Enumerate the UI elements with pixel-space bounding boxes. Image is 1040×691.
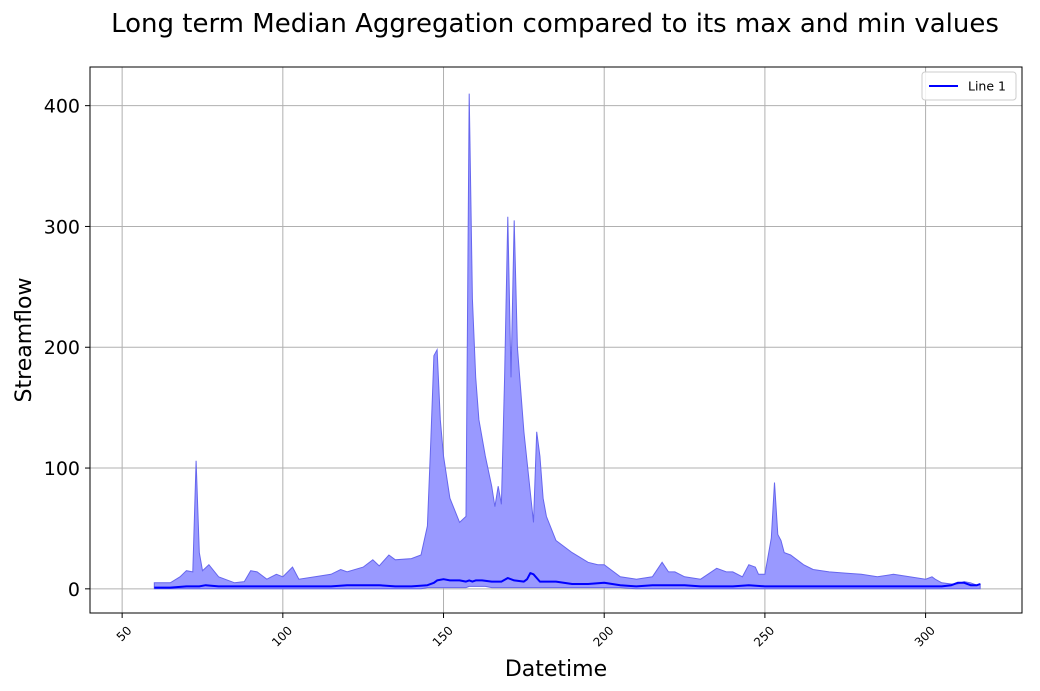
y-axis-ticks: 0 100 200 300 400 [44,96,90,601]
median-line-layer [154,572,981,589]
y-tick-label: 400 [44,96,80,118]
y-tick-label: 0 [68,579,80,601]
x-tick-label: 200 [590,623,616,649]
grid-lines [90,67,1022,613]
plot-frame [89,66,1023,614]
median-line [154,572,981,589]
legend-box [921,71,1017,101]
max-min-area [153,93,981,590]
y-tick-label: 300 [44,216,80,238]
x-tick-label: 100 [269,623,295,649]
y-tick-label: 200 [44,337,80,359]
x-tick-label: 50 [114,623,135,644]
y-axis-label: Streamflow [12,278,37,403]
chart-legend: Line 1 [921,71,1017,101]
min-max-band [153,93,981,590]
y-tick-label: 100 [44,458,80,480]
chart-title: Long term Median Aggregation compared to… [111,9,999,39]
x-axis-label: Datetime [505,657,607,682]
x-tick-label: 150 [430,623,456,649]
x-tick-label: 300 [912,623,938,649]
legend-label: Line 1 [968,79,1006,94]
x-tick-label: 250 [751,623,777,649]
x-axis-ticks: 50 100 150 200 250 300 [114,613,938,650]
